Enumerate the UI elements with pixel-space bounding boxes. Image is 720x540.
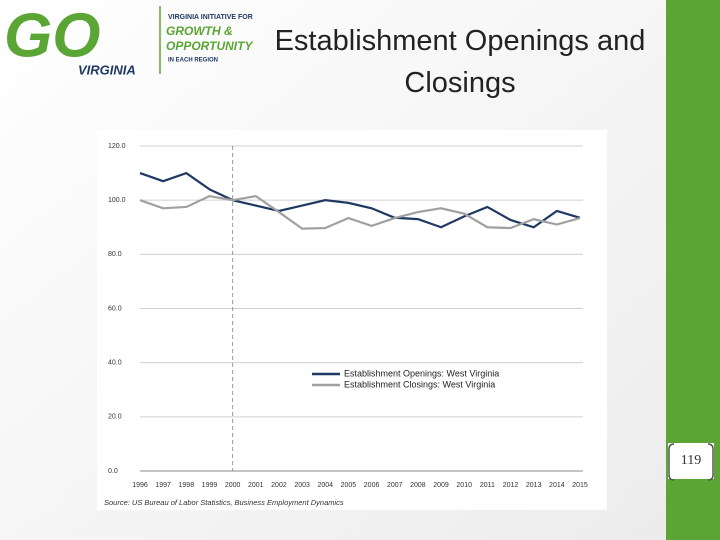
x-tick-label: 2010 bbox=[456, 482, 472, 489]
slide-title: Establishment Openings and Closings bbox=[275, 25, 646, 99]
x-tick-label: 2004 bbox=[317, 482, 333, 489]
logo-sub: VIRGINIA bbox=[78, 62, 136, 77]
legend-label: Establishment Openings: West Virginia bbox=[344, 368, 499, 378]
y-tick-label: 60.0 bbox=[108, 305, 122, 312]
x-tick-label: 2000 bbox=[225, 482, 241, 489]
page-number: 119 bbox=[681, 453, 701, 468]
plot: 0.0 20.0 40.0 60.0 80.0 100.0 120.0 1996 1997 199… bbox=[108, 143, 588, 489]
x-tick-label: 2008 bbox=[410, 482, 426, 489]
x-tick-label: 1999 bbox=[202, 482, 218, 489]
logo-line: GROWTH & bbox=[166, 24, 233, 38]
x-tick-label: 2013 bbox=[526, 482, 542, 489]
y-tick-label: 80.0 bbox=[108, 251, 122, 258]
logo-mark: GO bbox=[4, 1, 100, 70]
series-line bbox=[139, 171, 581, 229]
series-line bbox=[139, 194, 581, 230]
legend-label: Establishment Closings: West Virginia bbox=[344, 379, 495, 389]
x-tick-label: 1997 bbox=[155, 482, 171, 489]
x-tick-label: 2009 bbox=[433, 482, 449, 489]
y-tick-label: 0.0 bbox=[108, 468, 118, 475]
x-tick-label: 2007 bbox=[387, 482, 403, 489]
logo-line: VIRGINIA INITIATIVE FOR bbox=[168, 14, 253, 21]
logo-line: OPPORTUNITY bbox=[166, 39, 253, 53]
x-tick-label: 2002 bbox=[271, 482, 287, 489]
x-tick-label: 2014 bbox=[549, 482, 565, 489]
y-tick-label: 120.0 bbox=[108, 143, 126, 150]
source-note: Source: US Bureau of Labor Statistics, B… bbox=[104, 498, 344, 507]
logo-line: IN EACH REGION bbox=[168, 58, 218, 64]
x-tick-label: 2011 bbox=[480, 482, 495, 489]
page-number-brackets bbox=[668, 443, 714, 481]
x-tick-label: 2015 bbox=[572, 482, 588, 489]
y-tick-label: 20.0 bbox=[108, 414, 122, 421]
x-tick-label: 2005 bbox=[341, 482, 357, 489]
x-tick-label: 2006 bbox=[364, 482, 380, 489]
page-number-box bbox=[668, 443, 714, 479]
x-tick-label: 1998 bbox=[179, 482, 195, 489]
chart-area bbox=[97, 130, 607, 510]
x-tick-label: 2003 bbox=[294, 482, 310, 489]
y-tick-label: 40.0 bbox=[108, 360, 122, 367]
x-tick-label: 2001 bbox=[248, 482, 264, 489]
y-tick-label: 100.0 bbox=[108, 197, 126, 204]
x-tick-label: 2012 bbox=[503, 482, 519, 489]
x-tick-label: 1996 bbox=[132, 482, 148, 489]
